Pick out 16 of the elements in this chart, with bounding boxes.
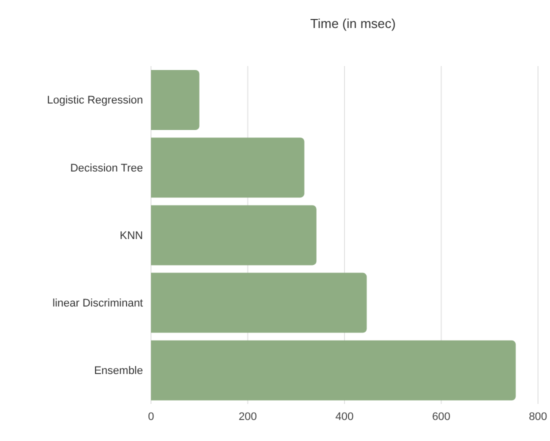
x-tick-label: 0	[148, 410, 154, 423]
bar	[151, 340, 516, 400]
y-tick-label: Ensemble	[94, 365, 143, 378]
bar	[151, 272, 367, 333]
bar	[151, 70, 200, 130]
y-tick-label: Logistic Regression	[47, 94, 143, 107]
x-tick-label: 200	[238, 410, 257, 423]
y-tick-label: linear Discriminant	[52, 298, 143, 310]
bar	[151, 138, 304, 198]
bar	[151, 205, 316, 266]
x-tick-label: 800	[528, 410, 548, 423]
y-tick-label: Decission Tree	[70, 162, 143, 174]
x-tick-label: 400	[335, 410, 354, 423]
x-tick-label: 600	[432, 410, 450, 423]
y-tick-label: KNN	[120, 230, 144, 242]
chart-title: Time (in msec)	[309, 15, 397, 33]
